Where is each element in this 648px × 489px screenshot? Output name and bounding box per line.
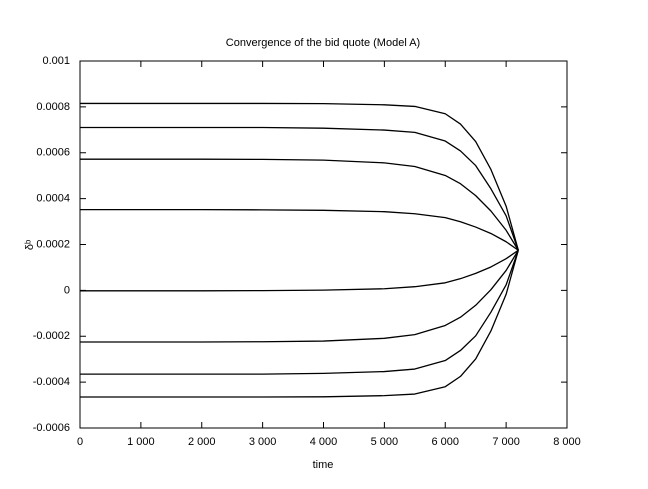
- series-line: [80, 250, 519, 375]
- y-tick-label: 0.0008: [36, 101, 70, 113]
- y-tick-label: 0: [64, 284, 70, 296]
- y-tick-label: -0.0004: [33, 376, 70, 388]
- x-tick-label: 0: [77, 436, 83, 448]
- y-tick-label: 0.0004: [36, 193, 70, 205]
- x-tick-label: 4 000: [310, 436, 338, 448]
- series-line: [80, 250, 519, 398]
- x-tick-label: 3 000: [249, 436, 277, 448]
- series-line: [80, 102, 519, 251]
- x-tick-label: 6 000: [431, 436, 459, 448]
- x-tick-label: 1 000: [127, 436, 155, 448]
- series-line: [80, 126, 519, 251]
- y-axis-label: δᵇ: [24, 240, 36, 250]
- series-line: [80, 208, 519, 251]
- series-line: [80, 249, 519, 343]
- chart-title: Convergence of the bid quote (Model A): [226, 37, 420, 49]
- x-tick-label: 5 000: [371, 436, 399, 448]
- y-tick-label: 0.0006: [36, 147, 70, 159]
- x-tick-label: 8 000: [553, 436, 581, 448]
- x-tick-label: 2 000: [188, 436, 216, 448]
- series-line: [80, 249, 519, 292]
- y-tick-label: 0.001: [42, 55, 70, 67]
- y-tick-label: -0.0006: [33, 422, 70, 434]
- y-tick-label: -0.0002: [33, 330, 70, 342]
- x-tick-label: 7 000: [492, 436, 520, 448]
- y-tick-label: 0.0002: [36, 238, 70, 250]
- series-line: [80, 158, 519, 251]
- x-axis-label: time: [313, 459, 334, 471]
